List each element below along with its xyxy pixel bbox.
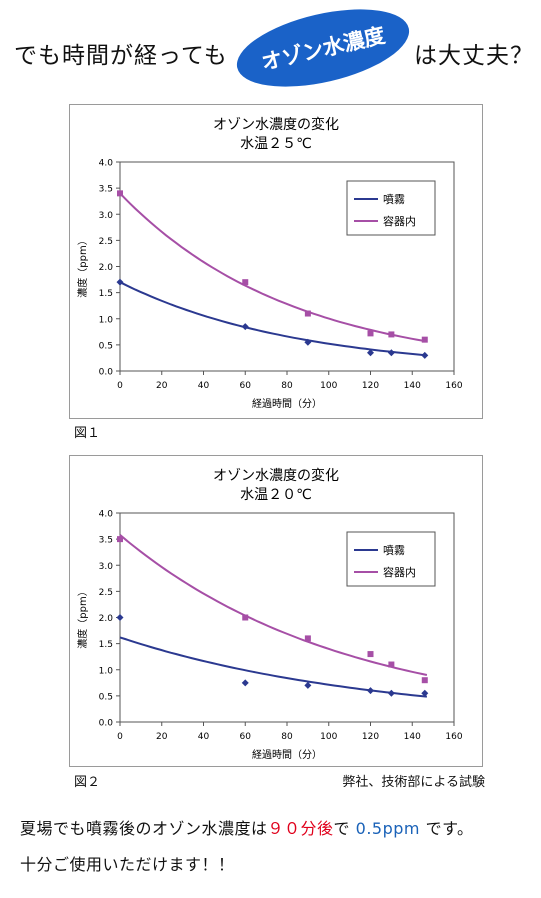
footer-highlight-ppm: 0.5ppm bbox=[355, 819, 420, 838]
chart-1-frame: オゾン水濃度の変化 水温２５℃ 0.0 0.5 1.0 1.5 2.0 2.5 3.0 3.5 4.… bbox=[69, 104, 483, 419]
chart-2-y-tick-label: 3.0 bbox=[99, 562, 114, 572]
chart-2-container-point bbox=[367, 651, 374, 658]
chart-2-y-tick-label: 0.0 bbox=[99, 719, 114, 729]
chart-2-spray-point bbox=[241, 679, 249, 687]
chart-1-container-trend-line bbox=[119, 192, 428, 343]
chart-2-x-tick-label: 120 bbox=[362, 732, 379, 742]
footer-text-b: で bbox=[333, 819, 351, 838]
chart-1-y-tick-label: 2.0 bbox=[99, 263, 114, 273]
chart-2-container-trend-line bbox=[119, 534, 428, 676]
chart-1-y-tick-label: 3.5 bbox=[99, 185, 113, 195]
chart-1-y-tick-label: 1.0 bbox=[99, 315, 114, 325]
chart-1-x-tick-label: 140 bbox=[404, 381, 421, 391]
footer-line-2: 十分ご使用いただけます！！ bbox=[20, 855, 235, 874]
chart-1-x-tick-label: 80 bbox=[281, 381, 293, 391]
chart-2-x-tick-label: 60 bbox=[240, 732, 252, 742]
chart-1-x-tick-label: 160 bbox=[445, 381, 462, 391]
chart-2-y-tick-label: 4.0 bbox=[99, 510, 114, 520]
footer-text-a: 夏場でも噴霧後のオゾン水濃度は bbox=[20, 819, 268, 838]
chart-1-y-axis-label: 濃度（ppm） bbox=[76, 235, 89, 297]
chart-1-container-point bbox=[117, 190, 123, 197]
chart-2-container-point bbox=[421, 677, 428, 684]
header-left-text: でも時間が経っても bbox=[14, 43, 228, 69]
chart-1-spray-trend-line bbox=[119, 281, 427, 357]
chart-2-subtitle: 水温２０℃ bbox=[240, 487, 312, 503]
chart-2-spray-point bbox=[387, 689, 395, 697]
chart-1-spray-point bbox=[241, 323, 249, 331]
chart-2-frame: オゾン水濃度の変化 水温２０℃ 0.0 0.5 1.0 1.5 2.0 2.5 3.0 3.5 4.… bbox=[69, 455, 483, 767]
chart-2-x-axis-label: 経過時間（分） bbox=[252, 748, 322, 761]
chart-2-spray-point bbox=[116, 614, 124, 621]
chart-1-title: オゾン水濃度の変化 bbox=[213, 116, 339, 133]
chart-1-y-tick-label: 3.0 bbox=[99, 211, 114, 221]
chart-1-x-tick-label: 120 bbox=[362, 381, 379, 391]
footer-line-1: 夏場でも噴霧後のオゾン水濃度は９０分後で 0.5ppm です。 bbox=[20, 815, 473, 839]
chart-2-container-point bbox=[304, 635, 311, 642]
chart-1-container-point bbox=[242, 279, 249, 286]
chart-1-y-tick-label: 4.0 bbox=[99, 159, 114, 169]
chart-2-title: オゾン水濃度の変化 bbox=[213, 467, 339, 484]
chart-2-container-legend-label: 容器内 bbox=[383, 565, 416, 579]
chart-1-x-tick-label: 100 bbox=[320, 381, 337, 391]
chart-2-container-point bbox=[117, 536, 123, 543]
chart-1-spray-point bbox=[304, 338, 312, 346]
chart-2-spray-point bbox=[421, 689, 429, 697]
chart-1-x-tick-label: 0 bbox=[117, 381, 123, 391]
ozone-badge: オゾン水濃度 bbox=[232, 4, 414, 88]
chart-2-x-tick-label: 100 bbox=[320, 732, 337, 742]
chart-2-y-tick-label: 0.5 bbox=[99, 692, 113, 702]
chart-1-container-legend-label: 容器内 bbox=[383, 214, 416, 228]
chart-2-spray-point bbox=[367, 687, 374, 695]
chart-2-legend-box bbox=[346, 531, 436, 587]
chart-2-container-point bbox=[388, 661, 395, 668]
footer-highlight-time: ９０分後 bbox=[267, 819, 334, 838]
chart-2-x-tick-label: 40 bbox=[198, 732, 210, 742]
chart-1-spray-legend-label: 噴霧 bbox=[383, 193, 405, 206]
chart-1-spray-point bbox=[387, 349, 395, 357]
chart-2-spray-legend-label: 噴霧 bbox=[383, 544, 405, 557]
chart-1-y-tick-label: 0.5 bbox=[99, 341, 113, 351]
chart-1-x-tick-label: 40 bbox=[198, 381, 210, 391]
header-right-text: は大丈夫？ bbox=[414, 43, 534, 69]
figure-2-label: 図２ bbox=[74, 775, 101, 790]
chart-2-y-tick-label: 2.0 bbox=[99, 614, 114, 624]
chart-2-container-point bbox=[242, 614, 249, 621]
chart-2-x-tick-label: 80 bbox=[281, 732, 293, 742]
figure-1-label: 図１ bbox=[74, 426, 101, 441]
badge-ellipse-icon: オゾン水濃度 bbox=[236, 9, 410, 87]
chart-1-container-point bbox=[388, 331, 395, 338]
chart-2-spray-point bbox=[304, 681, 312, 689]
chart-2-x-tick-label: 20 bbox=[156, 732, 168, 742]
source-note: 弊社、技術部による試験 bbox=[342, 775, 485, 790]
chart-1-subtitle: 水温２５℃ bbox=[240, 136, 312, 152]
chart-2-y-tick-label: 1.0 bbox=[99, 666, 114, 676]
chart-2-x-tick-label: 160 bbox=[445, 732, 462, 742]
chart-1-y-tick-label: 2.5 bbox=[99, 237, 113, 247]
chart-2-y-tick-label: 2.5 bbox=[99, 588, 113, 598]
chart-1-x-axis-label: 経過時間（分） bbox=[252, 397, 322, 410]
chart-1-spray-point bbox=[421, 351, 429, 359]
chart-1-spray-point bbox=[367, 349, 374, 357]
chart-1-container-point bbox=[421, 336, 428, 343]
chart-1-y-tick-label: 1.5 bbox=[99, 289, 113, 299]
chart-1-container-point bbox=[367, 330, 374, 337]
chart-1-y-tick-label: 0.0 bbox=[99, 368, 114, 378]
chart-2-y-tick-label: 1.5 bbox=[99, 640, 113, 650]
chart-1-spray-point bbox=[116, 278, 124, 286]
chart-1-legend-box bbox=[346, 180, 436, 236]
chart-1-x-tick-label: 20 bbox=[156, 381, 168, 391]
chart-2-x-tick-label: 140 bbox=[404, 732, 421, 742]
chart-2-y-axis-label: 濃度（ppm） bbox=[76, 586, 89, 648]
chart-2-spray-trend-line bbox=[119, 636, 427, 698]
footer-text-c: です。 bbox=[425, 819, 474, 838]
chart-1-container-point bbox=[304, 310, 311, 317]
chart-2-y-tick-label: 3.5 bbox=[99, 536, 113, 546]
chart-1-x-tick-label: 60 bbox=[240, 381, 252, 391]
chart-2-x-tick-label: 0 bbox=[117, 732, 123, 742]
